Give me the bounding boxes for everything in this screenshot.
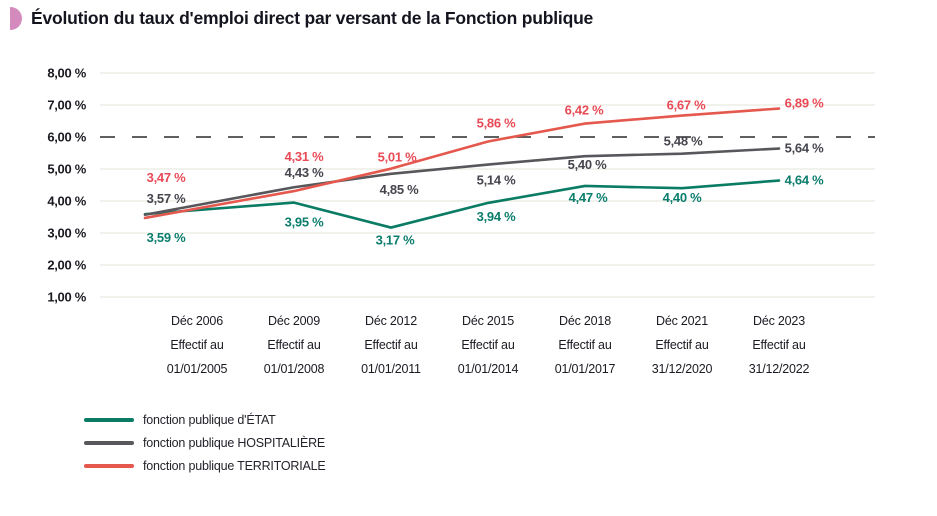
data-label-hospitaliere: 3,57 %	[147, 191, 186, 206]
data-label-territoriale: 3,47 %	[147, 170, 186, 185]
data-label-etat: 4,47 %	[569, 190, 608, 205]
data-label-hospitaliere: 4,85 %	[380, 182, 419, 197]
x-axis-tick-label: Déc 2015	[462, 314, 514, 328]
x-axis-tick-label: 01/01/2005	[167, 362, 228, 376]
y-axis-tick-label: 4,00 %	[47, 194, 86, 209]
data-label-etat: 3,59 %	[147, 230, 186, 245]
data-label-etat: 3,94 %	[477, 209, 516, 224]
page-title: Évolution du taux d'emploi direct par ve…	[31, 8, 594, 28]
series-line-hospitaliere	[143, 147, 781, 217]
x-axis-tick-label: Déc 2023	[753, 314, 805, 328]
series-line-etat	[143, 179, 781, 229]
y-axis-tick-label: 8,00 %	[47, 66, 86, 81]
x-axis-tick-label: Déc 2009	[268, 314, 320, 328]
data-label-hospitaliere: 5,48 %	[664, 134, 703, 149]
data-label-territoriale: 6,67 %	[667, 98, 706, 113]
x-axis-tick-label: Effectif au	[364, 338, 417, 352]
employment-rate-line-chart: 8,00 % 7,00 % 6,00 % 5,00 % 4,00 % 3,00 % 2,00…	[47, 66, 875, 376]
x-axis-tick-label: Effectif au	[558, 338, 611, 352]
data-label-etat: 4,64 %	[785, 173, 824, 188]
x-axis-tick-label: Déc 2021	[656, 314, 708, 328]
legend-item-territoriale: fonction publique TERRITORIALE	[84, 459, 326, 473]
data-label-hospitaliere: 5,40 %	[568, 157, 607, 172]
x-axis-tick-label: 01/01/2011	[361, 362, 421, 376]
y-axis-tick-label: 6,00 %	[47, 130, 86, 145]
x-axis-tick-label: 01/01/2008	[264, 362, 325, 376]
legend-label-etat: fonction publique d'ÉTAT	[143, 413, 276, 427]
data-label-territoriale: 6,42 %	[565, 103, 604, 118]
y-axis-tick-label: 7,00 %	[47, 98, 86, 113]
series-line-territoriale	[143, 107, 781, 220]
x-axis-tick-label: 01/01/2014	[458, 362, 519, 376]
x-axis-tick-label: Effectif au	[267, 338, 320, 352]
x-axis-tick-label: Déc 2018	[559, 314, 611, 328]
data-label-etat: 3,17 %	[376, 233, 415, 248]
data-label-etat: 4,40 %	[663, 190, 702, 205]
y-axis-tick-label: 2,00 %	[47, 258, 86, 273]
data-label-hospitaliere: 5,64 %	[785, 141, 824, 156]
x-axis-tick-label: Effectif au	[170, 338, 223, 352]
chart-title-row: Évolution du taux d'emploi direct par ve…	[10, 7, 593, 30]
chart-legend: fonction publique d'ÉTAT fonction publiq…	[84, 413, 326, 473]
x-axis-tick-label: Effectif au	[655, 338, 708, 352]
data-label-territoriale: 5,86 %	[477, 115, 516, 130]
data-label-territoriale: 4,31 %	[285, 149, 324, 164]
legend-item-etat: fonction publique d'ÉTAT	[84, 413, 326, 427]
x-axis-tick-label: Effectif au	[752, 338, 805, 352]
data-label-territoriale: 6,89 %	[785, 96, 824, 111]
x-axis-tick-label: Déc 2006	[171, 314, 223, 328]
y-axis-tick-label: 1,00 %	[47, 290, 86, 305]
legend-swatch-territoriale-icon	[84, 464, 134, 468]
x-axis-tick-label: Déc 2012	[365, 314, 417, 328]
data-label-hospitaliere: 5,14 %	[477, 173, 516, 188]
y-axis-tick-label: 5,00 %	[47, 162, 86, 177]
x-axis-tick-label: 31/12/2020	[652, 362, 713, 376]
legend-label-territoriale: fonction publique TERRITORIALE	[143, 459, 326, 473]
legend-swatch-etat-icon	[84, 418, 134, 422]
x-axis-tick-label: 01/01/2017	[555, 362, 616, 376]
legend-swatch-hospitaliere-icon	[84, 441, 134, 445]
data-label-etat: 3,95 %	[285, 215, 324, 230]
y-axis-tick-label: 3,00 %	[47, 226, 86, 241]
legend-label-hospitaliere: fonction publique HOSPITALIÈRE	[143, 436, 326, 450]
section-bullet-icon	[10, 7, 22, 30]
x-axis-tick-label: Effectif au	[461, 338, 514, 352]
x-axis-tick-label: 31/12/2022	[749, 362, 810, 376]
legend-item-hospitaliere: fonction publique HOSPITALIÈRE	[84, 436, 326, 450]
data-label-hospitaliere: 4,43 %	[285, 165, 324, 180]
data-label-territoriale: 5,01 %	[378, 150, 417, 165]
